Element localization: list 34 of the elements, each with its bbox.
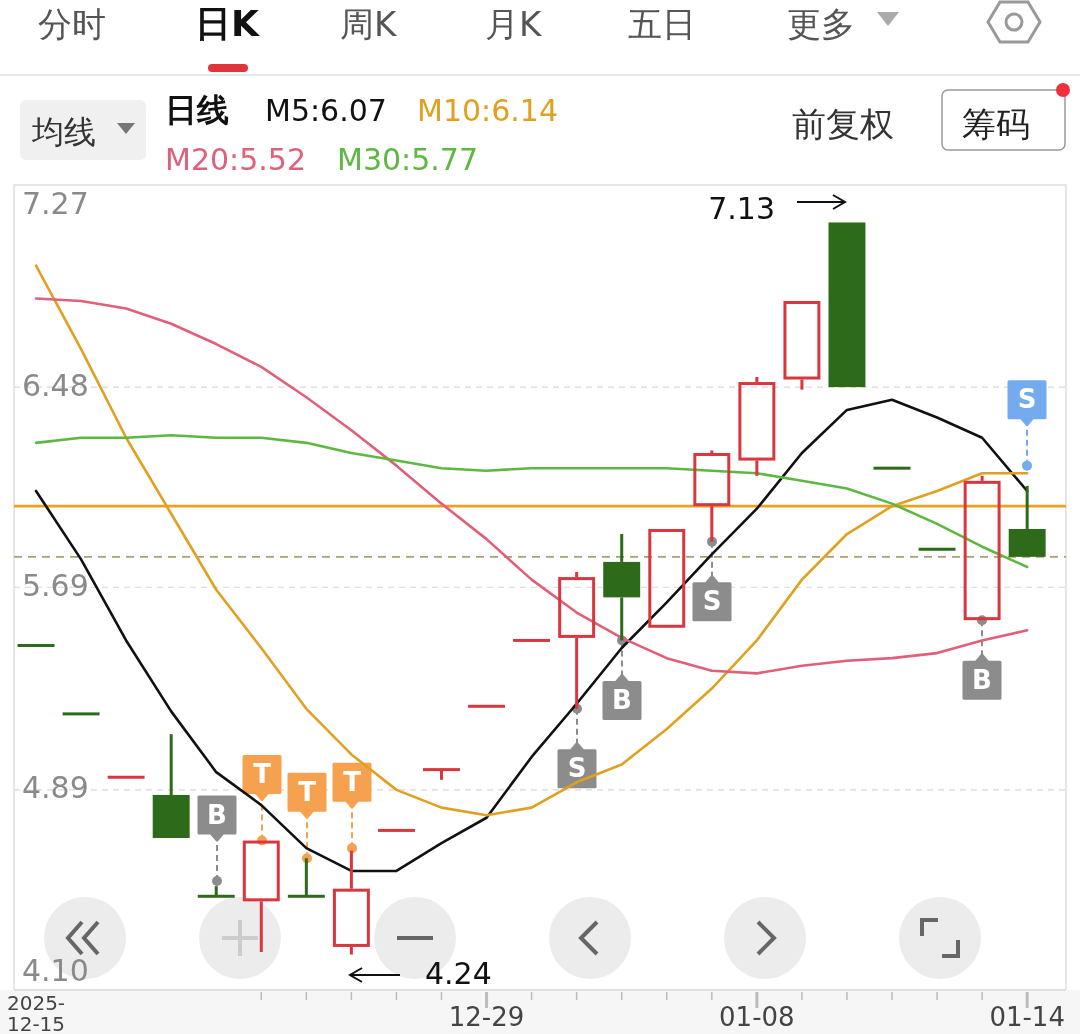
annotation: B — [612, 684, 632, 715]
x-tick-label: 01-14 — [989, 1002, 1065, 1032]
y-tick-label: 5.69 — [22, 567, 89, 603]
text: 月K — [485, 4, 543, 44]
annotation: S — [1017, 384, 1037, 415]
text: 前复权 — [792, 104, 894, 144]
text: M30:5.77 — [337, 142, 478, 177]
text: 五日 — [628, 4, 696, 44]
y-tick-label: 7.27 — [22, 185, 89, 221]
text: 均线 — [31, 113, 96, 151]
annotation: 4.24 — [425, 955, 492, 991]
text: 更多 — [787, 4, 855, 44]
annotation: T — [343, 766, 362, 797]
x-tick-label: 01-08 — [719, 1002, 795, 1032]
annotation: B — [207, 799, 227, 830]
text: 周K — [340, 4, 398, 44]
text: M20:5.52 — [165, 142, 306, 177]
text: 日K — [195, 3, 260, 44]
annotation: S — [567, 753, 587, 784]
text: 筹码 — [962, 104, 1030, 144]
y-tick-label: 6.48 — [22, 367, 89, 403]
x-tick-label: 12-29 — [448, 1002, 525, 1032]
y-tick-label: 4.89 — [22, 770, 89, 806]
text: 分时 — [38, 4, 106, 44]
text: 日线 — [165, 91, 229, 129]
x-tick-label: 2025-12-15 — [6, 991, 66, 1034]
text: M10:6.14 — [417, 93, 558, 128]
annotation: 7.13 — [708, 190, 775, 226]
y-tick-label: 4.10 — [22, 952, 89, 988]
annotation: T — [253, 759, 272, 790]
annotation: B — [972, 664, 992, 695]
text: M5:6.07 — [265, 93, 387, 128]
annotation: T — [298, 776, 317, 807]
annotation: S — [702, 586, 722, 617]
